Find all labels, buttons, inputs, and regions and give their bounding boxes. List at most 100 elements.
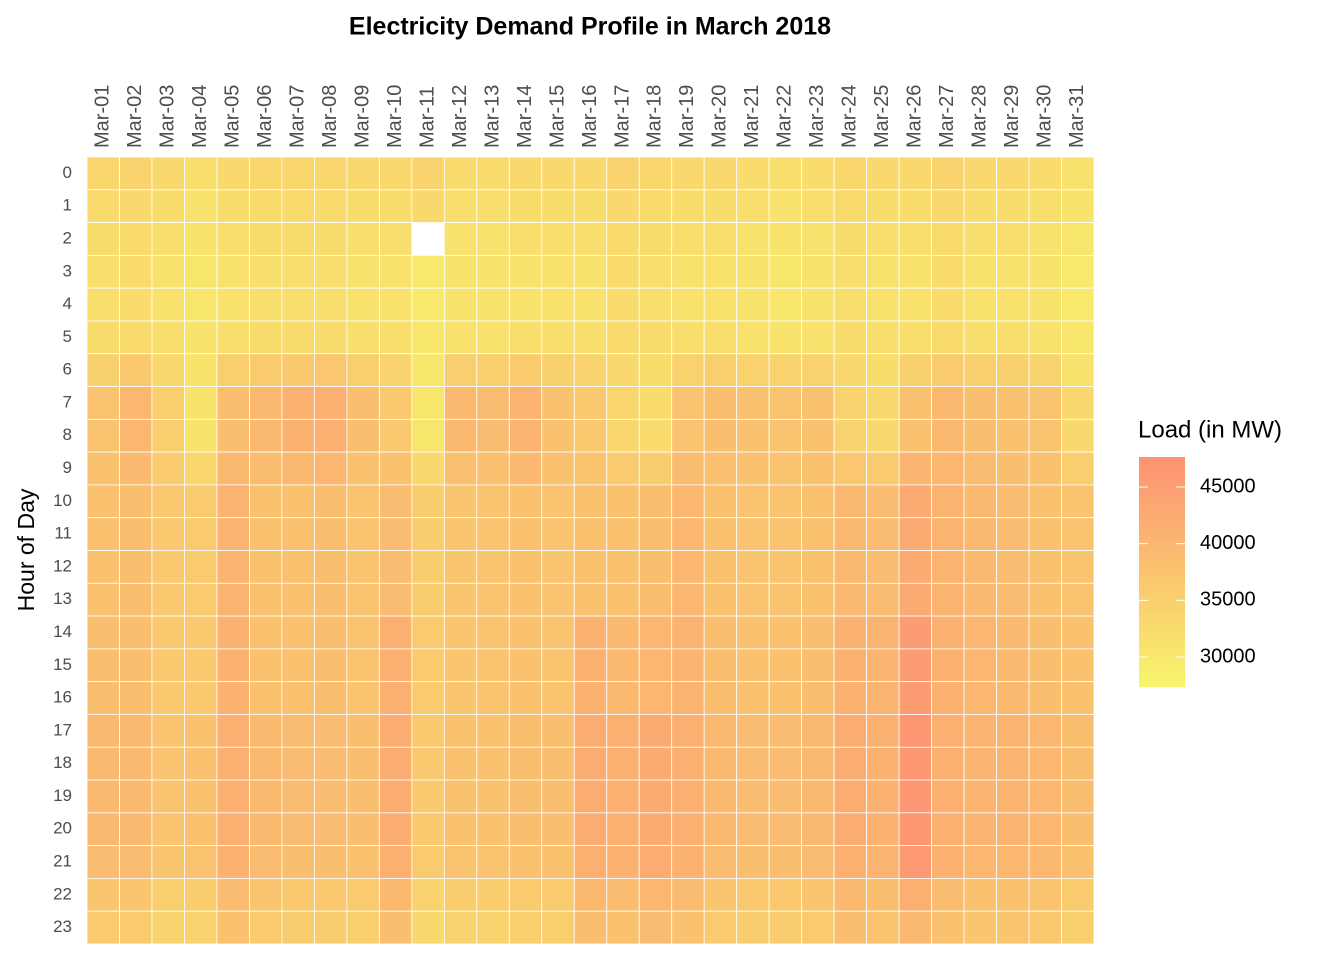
heat-cell bbox=[736, 517, 770, 551]
heat-cell bbox=[638, 451, 673, 486]
heat-cell bbox=[346, 615, 380, 650]
heat-cell bbox=[249, 746, 283, 781]
heat-cell bbox=[736, 910, 770, 945]
heat-cell bbox=[216, 681, 250, 715]
heat-cell bbox=[119, 550, 153, 584]
heat-cell bbox=[281, 746, 315, 781]
heat-cell bbox=[313, 714, 348, 748]
heat-cell bbox=[573, 812, 608, 847]
heat-cell bbox=[801, 287, 835, 322]
heat-cell bbox=[801, 746, 835, 781]
heat-cell bbox=[151, 845, 185, 879]
heat-cell bbox=[411, 878, 445, 912]
heat-cell bbox=[508, 353, 543, 387]
heat-cell bbox=[866, 222, 900, 256]
heat-cell bbox=[898, 189, 932, 223]
heat-cell bbox=[249, 287, 283, 322]
heat-cell bbox=[119, 812, 153, 847]
heat-cell bbox=[281, 451, 315, 486]
heat-cell bbox=[346, 320, 380, 355]
heat-cell bbox=[898, 451, 932, 486]
heat-cell bbox=[801, 254, 835, 289]
heat-cell bbox=[866, 845, 900, 879]
heat-cell bbox=[541, 779, 575, 814]
heat-cell bbox=[996, 156, 1030, 191]
heat-cell bbox=[703, 910, 738, 945]
heat-cell bbox=[346, 845, 380, 879]
heat-cell bbox=[119, 189, 153, 223]
heat-cell bbox=[411, 746, 445, 781]
heat-cell bbox=[443, 287, 478, 322]
heat-cell bbox=[606, 779, 640, 814]
heat-cell bbox=[833, 484, 868, 519]
heat-cell bbox=[1028, 812, 1062, 847]
heat-cell bbox=[541, 517, 575, 551]
x-tick-label: Mar-27 bbox=[936, 85, 958, 148]
heat-cell bbox=[346, 517, 380, 551]
heat-cell bbox=[898, 681, 932, 715]
heat-cell bbox=[216, 353, 250, 387]
heat-cell bbox=[378, 386, 413, 420]
heat-cell bbox=[541, 254, 575, 289]
heat-cell bbox=[996, 254, 1030, 289]
heat-cell bbox=[184, 878, 218, 912]
heat-cell bbox=[866, 910, 900, 945]
heat-cell bbox=[443, 484, 478, 519]
heat-cell bbox=[378, 287, 413, 322]
heat-cell bbox=[508, 386, 543, 420]
heat-cell bbox=[443, 320, 478, 355]
heat-cell bbox=[541, 418, 575, 453]
x-tick-label: Mar-02 bbox=[124, 85, 146, 148]
heat-cell bbox=[573, 681, 608, 715]
heat-cell bbox=[86, 746, 120, 781]
heat-cell bbox=[833, 714, 868, 748]
heat-cell bbox=[573, 746, 608, 781]
heat-cell bbox=[281, 878, 315, 912]
heat-cell bbox=[411, 550, 445, 584]
heat-cell bbox=[736, 320, 770, 355]
heat-cell bbox=[86, 648, 120, 683]
heat-cell bbox=[671, 878, 705, 912]
heat-cell bbox=[833, 418, 868, 453]
heat-cell bbox=[898, 222, 932, 256]
heat-cell bbox=[249, 648, 283, 683]
heat-cell bbox=[801, 418, 835, 453]
heat-cell bbox=[606, 648, 640, 683]
heat-cell bbox=[671, 222, 705, 256]
heat-cell bbox=[378, 681, 413, 715]
heat-cell bbox=[249, 845, 283, 879]
heat-cell bbox=[541, 714, 575, 748]
heat-cell bbox=[1028, 386, 1062, 420]
heat-cell bbox=[963, 156, 997, 191]
heat-cell bbox=[801, 714, 835, 748]
heat-cell bbox=[573, 320, 608, 355]
heat-cell bbox=[1028, 779, 1062, 814]
heat-cell bbox=[573, 714, 608, 748]
heat-cell bbox=[996, 779, 1030, 814]
heat-cell bbox=[1061, 418, 1095, 453]
heat-cell bbox=[931, 550, 965, 584]
heat-cell bbox=[411, 812, 445, 847]
heat-cell bbox=[508, 779, 543, 814]
x-tick-label: Mar-13 bbox=[481, 85, 503, 148]
heat-cell bbox=[281, 714, 315, 748]
heat-cell bbox=[378, 550, 413, 584]
heat-cell bbox=[119, 254, 153, 289]
heat-cell bbox=[119, 845, 153, 879]
heat-cell bbox=[963, 550, 997, 584]
heat-cell bbox=[313, 386, 348, 420]
heat-cell bbox=[411, 714, 445, 748]
heat-cell bbox=[184, 582, 218, 617]
heat-cell bbox=[606, 582, 640, 617]
heat-cell bbox=[508, 156, 543, 191]
heat-cell bbox=[573, 910, 608, 945]
heat-cell bbox=[606, 812, 640, 847]
x-tick-label: Mar-11 bbox=[416, 86, 438, 148]
heat-cell bbox=[443, 910, 478, 945]
heat-cell bbox=[151, 746, 185, 781]
heat-cell bbox=[476, 517, 510, 551]
heat-cell bbox=[768, 353, 803, 387]
heat-cell bbox=[963, 582, 997, 617]
heat-cell bbox=[313, 681, 348, 715]
